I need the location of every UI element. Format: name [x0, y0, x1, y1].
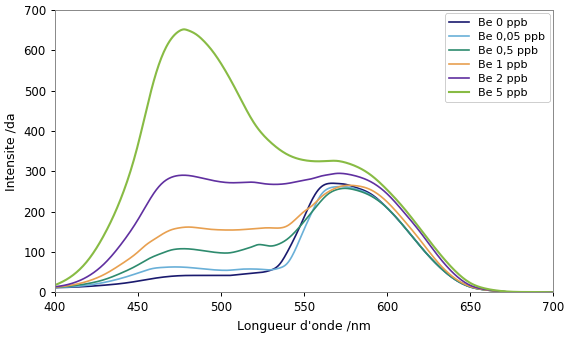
Be 2 ppb — [139, 209, 146, 213]
Be 0 ppb — [277, 262, 283, 266]
Be 0,05 ppb — [179, 265, 186, 269]
Be 1 ppb — [51, 285, 58, 289]
Be 1 ppb — [550, 290, 556, 294]
Be 5 ppb — [139, 122, 146, 126]
Be 1 ppb — [277, 226, 283, 230]
Line: Be 2 ppb: Be 2 ppb — [55, 173, 553, 292]
X-axis label: Longueur d'onde /nm: Longueur d'onde /nm — [237, 320, 371, 333]
Be 2 ppb — [550, 290, 556, 294]
Be 2 ppb — [179, 173, 186, 177]
Be 0,5 ppb — [427, 256, 434, 260]
Be 5 ppb — [179, 27, 186, 31]
Be 0,05 ppb — [277, 266, 283, 270]
Be 5 ppb — [180, 27, 187, 31]
Be 0 ppb — [346, 183, 353, 187]
Be 0 ppb — [550, 290, 556, 294]
Be 0 ppb — [51, 286, 58, 290]
Be 0 ppb — [514, 290, 521, 294]
Be 0,05 ppb — [51, 286, 58, 290]
Be 0,5 ppb — [139, 260, 146, 264]
Be 0,05 ppb — [346, 185, 353, 189]
Be 0 ppb — [427, 256, 434, 260]
Be 1 ppb — [385, 201, 391, 205]
Be 0,05 ppb — [427, 256, 434, 260]
Be 0 ppb — [139, 278, 146, 282]
Be 0,05 ppb — [514, 290, 521, 294]
Be 2 ppb — [336, 171, 343, 175]
Be 5 ppb — [385, 189, 391, 193]
Be 2 ppb — [51, 285, 58, 289]
Be 2 ppb — [277, 182, 283, 186]
Be 1 ppb — [139, 245, 146, 249]
Be 1 ppb — [521, 290, 528, 294]
Be 5 ppb — [550, 290, 556, 294]
Y-axis label: Intensite /da: Intensite /da — [5, 112, 18, 191]
Be 0,05 ppb — [550, 290, 556, 294]
Be 5 ppb — [427, 240, 434, 244]
Be 5 ppb — [346, 162, 353, 166]
Line: Be 0 ppb: Be 0 ppb — [55, 183, 553, 292]
Legend: Be 0 ppb, Be 0,05 ppb, Be 0,5 ppb, Be 1 ppb, Be 2 ppb, Be 5 ppb: Be 0 ppb, Be 0,05 ppb, Be 0,5 ppb, Be 1 … — [445, 13, 550, 102]
Be 2 ppb — [427, 244, 434, 248]
Be 1 ppb — [346, 183, 353, 187]
Be 0,5 ppb — [277, 241, 283, 245]
Line: Be 0,5 ppb: Be 0,5 ppb — [55, 188, 553, 292]
Be 0 ppb — [385, 207, 391, 211]
Be 5 ppb — [278, 149, 284, 153]
Be 1 ppb — [345, 183, 352, 187]
Line: Be 0,05 ppb: Be 0,05 ppb — [55, 187, 553, 292]
Line: Be 1 ppb: Be 1 ppb — [55, 185, 553, 292]
Be 2 ppb — [511, 290, 518, 294]
Be 0,5 ppb — [514, 290, 521, 294]
Be 2 ppb — [385, 193, 391, 197]
Be 2 ppb — [346, 172, 353, 176]
Be 0,5 ppb — [385, 207, 391, 211]
Be 0,05 ppb — [385, 207, 391, 211]
Be 0 ppb — [329, 181, 336, 185]
Be 0,5 ppb — [51, 286, 58, 290]
Be 0,5 ppb — [179, 247, 186, 251]
Be 0,05 ppb — [139, 269, 146, 273]
Be 0,5 ppb — [346, 187, 353, 191]
Be 0,05 ppb — [339, 185, 345, 189]
Be 0,5 ppb — [341, 186, 348, 190]
Be 5 ppb — [51, 283, 58, 287]
Be 1 ppb — [179, 225, 186, 230]
Line: Be 5 ppb: Be 5 ppb — [55, 29, 553, 292]
Be 0 ppb — [179, 273, 186, 277]
Be 1 ppb — [427, 251, 434, 256]
Be 0,5 ppb — [550, 290, 556, 294]
